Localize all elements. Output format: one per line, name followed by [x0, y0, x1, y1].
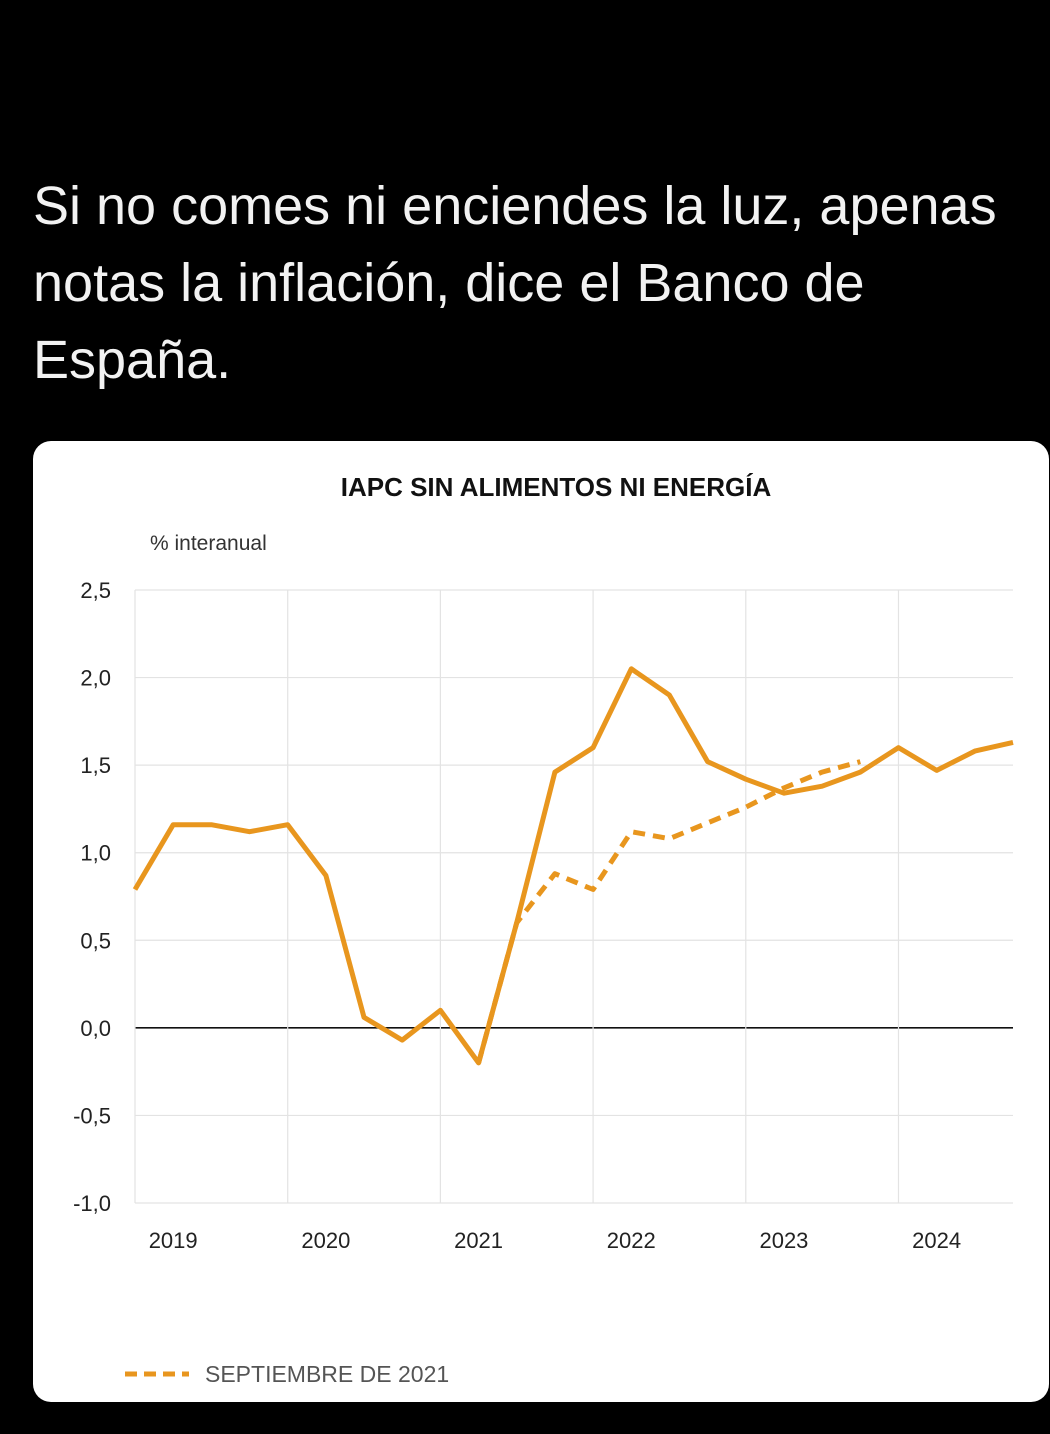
- chart-title: IAPC SIN ALIMENTOS NI ENERGÍA: [341, 472, 772, 502]
- x-tick-label: 2024: [912, 1228, 961, 1253]
- series-line-actual: [132, 666, 1014, 1066]
- y-tick-label: 0,5: [80, 928, 111, 953]
- series-layer: [132, 666, 1014, 1066]
- x-tick-label: 2021: [454, 1228, 503, 1253]
- x-tick-label: 2019: [149, 1228, 198, 1253]
- tick-labels: 2,5 2,0 1,5 1,0 0,5 0,0 -0,5 -1,0 2019 2020 2021 20…: [73, 578, 961, 1253]
- grid: [134, 589, 1013, 1204]
- y-tick-label: 2,0: [80, 666, 111, 691]
- y-axis-label: % interanual: [150, 532, 267, 555]
- chart-card: IAPC SIN ALIMENTOS NI ENERGÍA % interanu…: [33, 441, 1049, 1402]
- line-chart: IAPC SIN ALIMENTOS NI ENERGÍA % interanu…: [73, 472, 1014, 1387]
- x-tick-label: 2020: [301, 1228, 350, 1253]
- legend: SEPTIEMBRE DE 2021: [125, 1361, 449, 1387]
- tweet-text: Si no comes ni enciendes la luz, apenas …: [33, 176, 997, 390]
- y-tick-label: 1,5: [80, 753, 111, 778]
- y-tick-label: 2,5: [80, 578, 111, 603]
- y-tick-label: 0,0: [80, 1016, 111, 1041]
- x-tick-label: 2023: [759, 1228, 808, 1253]
- y-tick-label: -0,5: [73, 1103, 111, 1128]
- y-tick-label: -1,0: [73, 1191, 111, 1216]
- y-tick-label: 1,0: [80, 841, 111, 866]
- legend-label: SEPTIEMBRE DE 2021: [205, 1361, 449, 1387]
- x-tick-label: 2022: [607, 1228, 656, 1253]
- series-line-septiembre-2021: [476, 759, 861, 1064]
